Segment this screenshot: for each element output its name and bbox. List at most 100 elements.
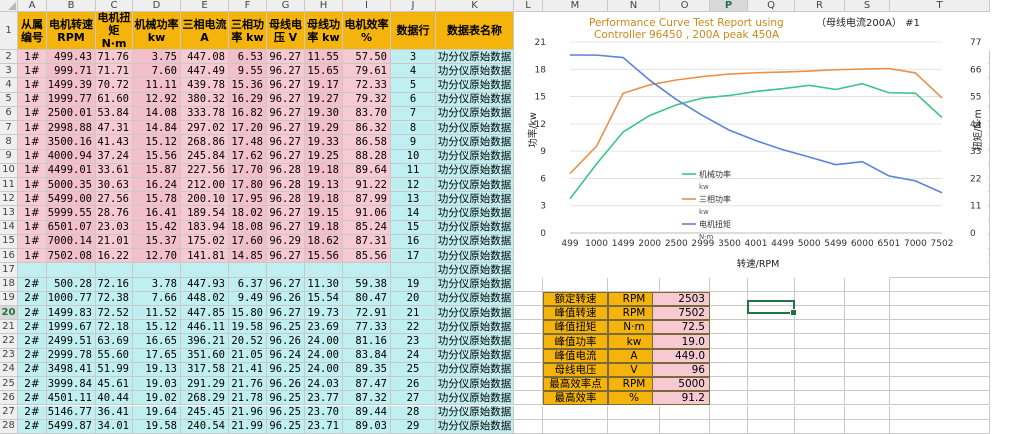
header-cell[interactable]: 电机扭矩 N·m [96,12,133,50]
empty-cell[interactable] [514,349,543,363]
row-header-13[interactable]: 13 [0,206,18,220]
table-cell-mp[interactable] [133,263,181,277]
table-cell-rpm[interactable]: 1499.39 [47,78,96,92]
empty-cell[interactable] [845,363,890,377]
empty-cell[interactable] [660,278,710,292]
table-cell-dr[interactable]: 17 [391,249,436,263]
table-cell-cur[interactable]: 297.02 [181,121,229,135]
table-cell-v[interactable]: 96.27 [267,93,305,107]
table-cell-eff[interactable]: 72.33 [343,78,391,92]
table-cell-v[interactable]: 96.27 [267,64,305,78]
table-cell-id[interactable]: 2# [18,306,47,320]
empty-cell[interactable] [845,292,890,306]
table-cell-mp[interactable]: 7.66 [133,292,181,306]
empty-cell[interactable] [748,334,795,348]
table-cell-cur[interactable]: 447.08 [181,50,229,64]
empty-cell[interactable] [890,334,990,348]
row-header-19[interactable]: 19 [0,292,18,306]
table-cell-name[interactable]: 功分仪原始数据 [436,206,514,220]
table-cell-tq[interactable]: 23.03 [96,221,133,235]
empty-cell[interactable] [795,292,845,306]
header-cell[interactable]: 电机效率 % [343,12,391,50]
row-header-11[interactable]: 11 [0,178,18,192]
table-cell-tq[interactable] [96,263,133,277]
table-cell-cur[interactable]: 439.78 [181,78,229,92]
table-cell-dr[interactable]: 4 [391,64,436,78]
column-header-q[interactable]: Q [748,0,795,12]
table-cell-rpm[interactable]: 3999.84 [47,377,96,391]
empty-cell[interactable] [543,406,608,420]
table-cell-cur[interactable]: 333.78 [181,107,229,121]
table-cell-mp[interactable]: 15.12 [133,320,181,334]
table-cell-rpm[interactable]: 5146.77 [47,406,96,420]
table-cell-dr[interactable]: 5 [391,78,436,92]
header-cell[interactable]: 从属编号 [18,12,47,50]
table-cell-tq[interactable]: 33.61 [96,164,133,178]
column-header-t[interactable]: T [890,0,990,12]
column-header-o[interactable]: O [660,0,710,12]
empty-cell[interactable] [890,278,990,292]
header-cell[interactable]: 数据表名称 [436,12,514,50]
empty-cell[interactable] [795,377,845,391]
table-cell-tq[interactable]: 53.84 [96,107,133,121]
table-cell-rpm[interactable]: 5999.55 [47,206,96,220]
table-cell-eff[interactable]: 89.35 [343,363,391,377]
table-cell-id[interactable]: 2# [18,320,47,334]
table-cell-rpm[interactable]: 500.28 [47,278,96,292]
table-cell-eff[interactable]: 79.32 [343,93,391,107]
empty-cell[interactable] [845,377,890,391]
table-cell-bp[interactable]: 19.25 [305,150,343,164]
table-cell-cur[interactable]: 240.54 [181,420,229,434]
table-cell-rpm[interactable]: 1999.67 [47,320,96,334]
table-cell-id[interactable]: 1# [18,192,47,206]
row-header-2[interactable]: 2 [0,50,18,64]
column-header-s[interactable]: S [845,0,890,12]
table-cell-p3[interactable]: 19.58 [229,320,267,334]
table-cell-rpm[interactable]: 3500.16 [47,135,96,149]
table-cell-name[interactable]: 功分仪原始数据 [436,64,514,78]
table-cell-name[interactable]: 功分仪原始数据 [436,420,514,434]
table-cell-dr[interactable]: 27 [391,391,436,405]
table-cell-mp[interactable]: 15.56 [133,150,181,164]
table-cell-bp[interactable]: 11.30 [305,278,343,292]
table-cell-name[interactable]: 功分仪原始数据 [436,192,514,206]
table-cell-name[interactable]: 功分仪原始数据 [436,406,514,420]
table-cell-cur[interactable]: 291.29 [181,377,229,391]
empty-cell[interactable] [890,292,990,306]
row-header-1[interactable]: 1 [0,12,18,50]
table-cell-eff[interactable]: 59.38 [343,278,391,292]
table-cell-id[interactable]: 1# [18,249,47,263]
summary-label[interactable]: 峰值扭矩 [543,320,608,334]
empty-cell[interactable] [710,292,748,306]
table-cell-cur[interactable]: 175.02 [181,235,229,249]
table-cell-rpm[interactable]: 1499.83 [47,306,96,320]
table-cell-v[interactable]: 96.28 [267,178,305,192]
table-cell-id[interactable]: 1# [18,107,47,121]
table-cell-v[interactable]: 96.27 [267,121,305,135]
table-cell-bp[interactable]: 23.70 [305,406,343,420]
table-cell-eff[interactable]: 79.61 [343,64,391,78]
empty-cell[interactable] [795,406,845,420]
table-cell-p3[interactable]: 21.41 [229,363,267,377]
table-cell-rpm[interactable]: 6501.07 [47,221,96,235]
table-cell-p3[interactable]: 17.20 [229,121,267,135]
summary-label[interactable]: 峰值转速 [543,306,608,320]
performance-chart[interactable]: Performance Curve Test Report using Cont… [514,12,988,270]
table-cell-dr[interactable]: 15 [391,221,436,235]
empty-cell[interactable] [795,278,845,292]
table-cell-id[interactable]: 1# [18,164,47,178]
table-cell-dr[interactable]: 9 [391,135,436,149]
summary-value[interactable]: 72.5 [652,320,710,334]
table-cell-name[interactable]: 功分仪原始数据 [436,292,514,306]
table-cell-tq[interactable]: 72.16 [96,278,133,292]
table-cell-name[interactable]: 功分仪原始数据 [436,278,514,292]
column-header-f[interactable]: F [229,0,267,12]
table-cell-cur[interactable]: 396.21 [181,334,229,348]
table-cell-bp[interactable]: 23.69 [305,320,343,334]
header-cell[interactable]: 母线电压 V [267,12,305,50]
empty-cell[interactable] [748,420,795,434]
empty-cell[interactable] [890,406,990,420]
empty-cell[interactable] [795,334,845,348]
table-cell-tq[interactable]: 34.01 [96,420,133,434]
table-cell-cur[interactable]: 212.00 [181,178,229,192]
